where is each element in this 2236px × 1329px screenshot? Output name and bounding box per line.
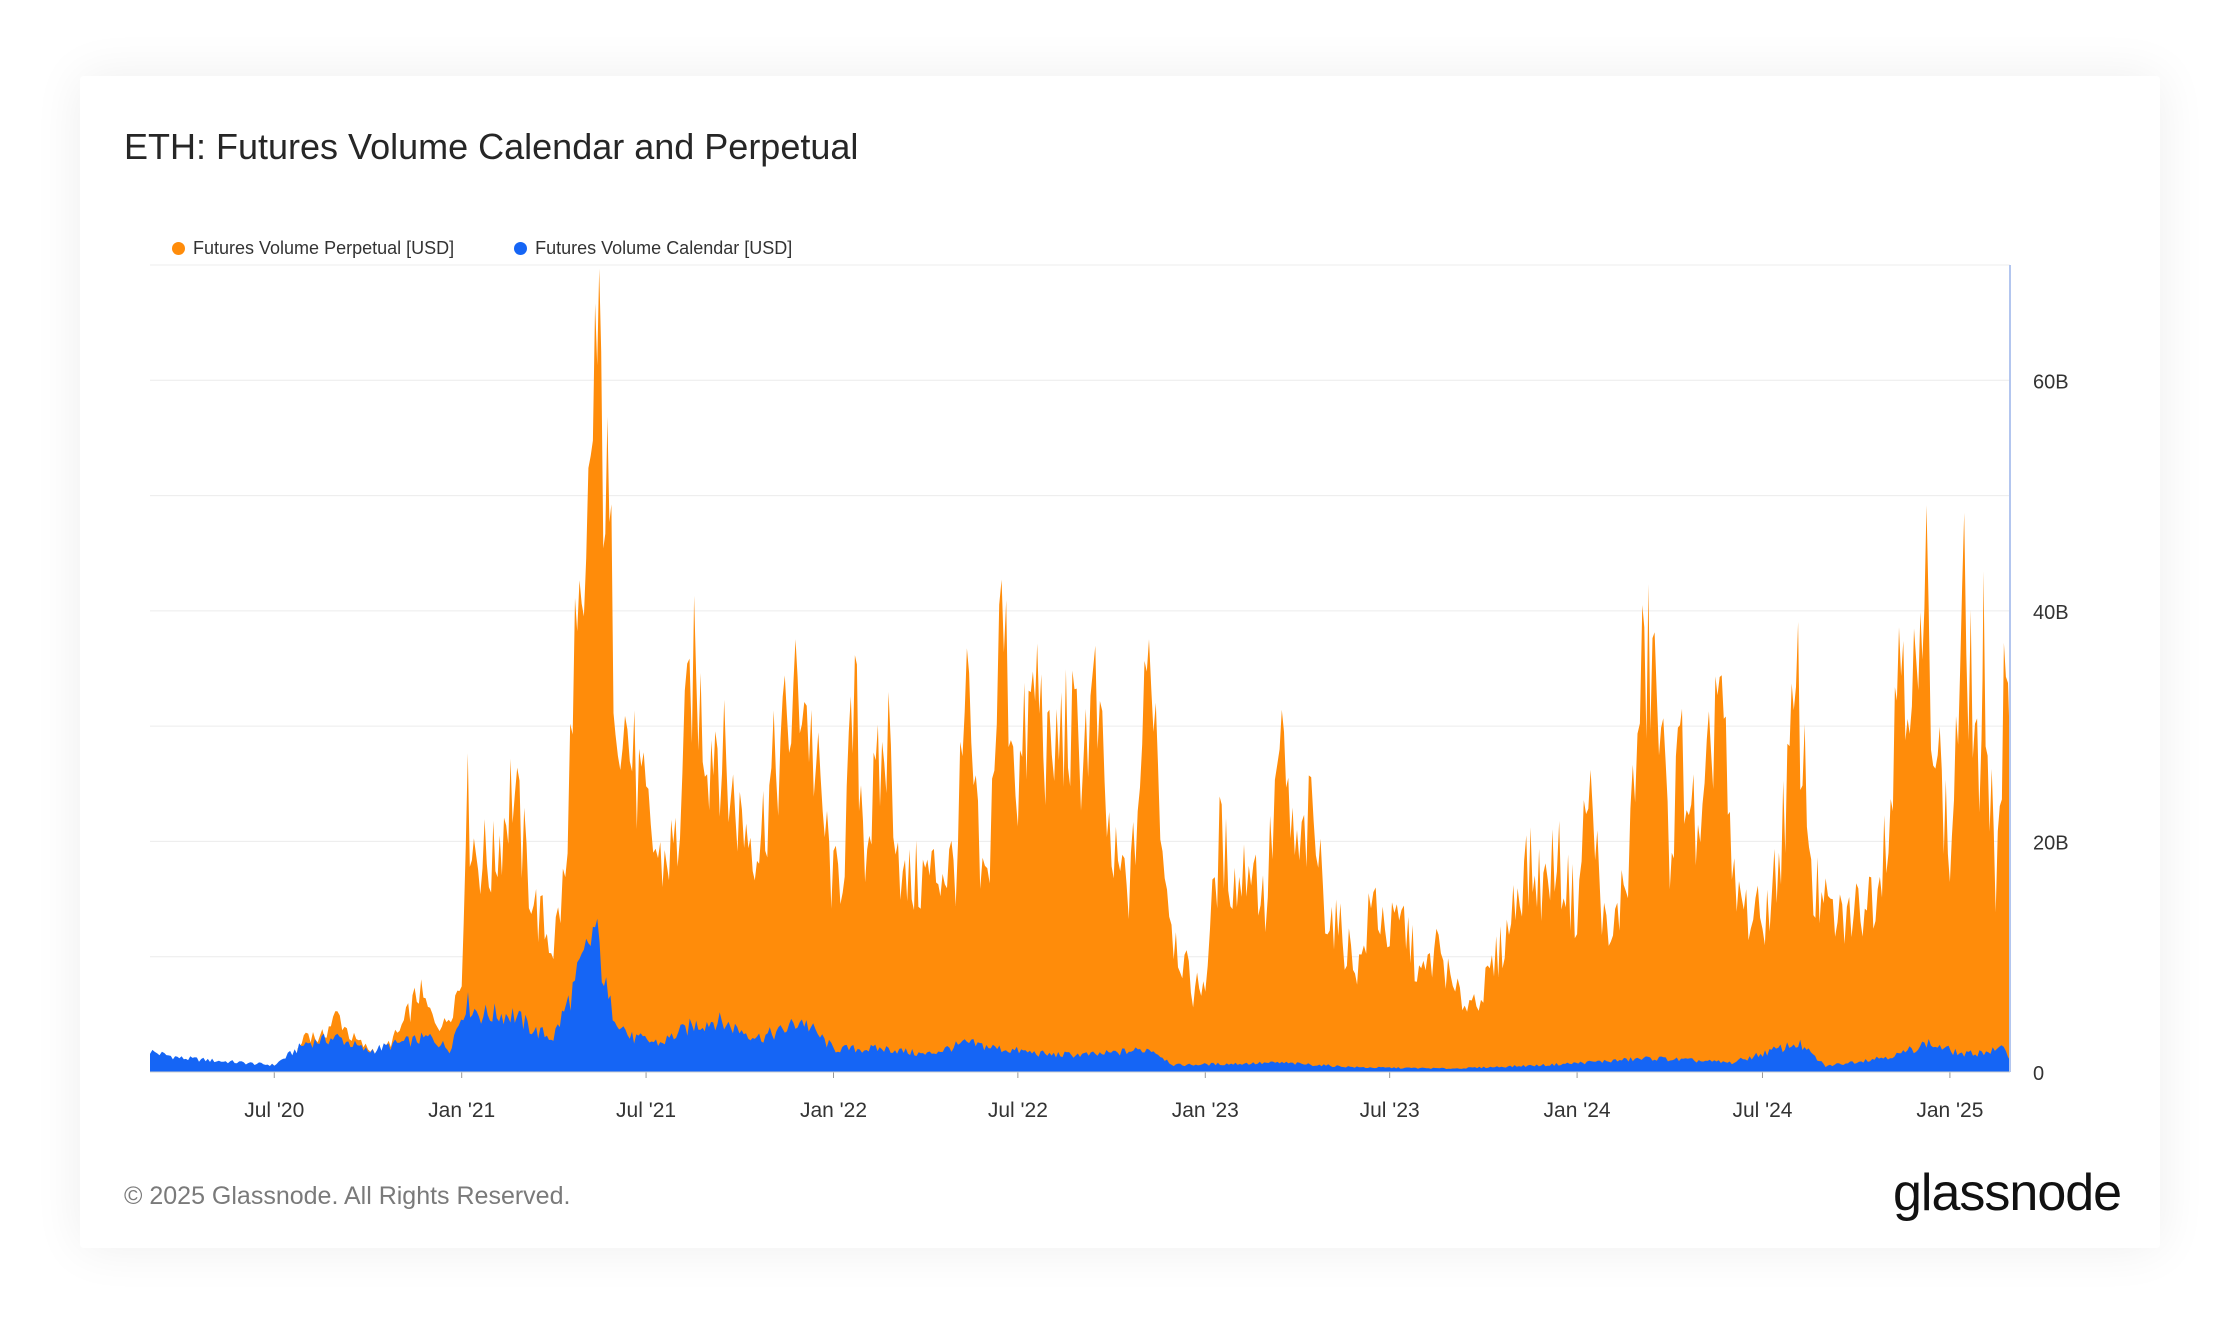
y-tick-label: 20B	[2033, 832, 2069, 854]
y-tick-label: 0	[2033, 1063, 2044, 1085]
y-tick-label: 40B	[2033, 602, 2069, 624]
x-tick-label: Jul '20	[244, 1099, 304, 1122]
legend[interactable]: Futures Volume Perpetual [USD] Futures V…	[172, 238, 852, 259]
x-tick-label: Jul '22	[988, 1099, 1048, 1122]
x-tick-label: Jul '24	[1732, 1099, 1792, 1122]
legend-label-perpetual: Futures Volume Perpetual [USD]	[193, 238, 455, 258]
x-tick-label: Jan '25	[1916, 1099, 1983, 1122]
legend-item-perpetual[interactable]: Futures Volume Perpetual [USD]	[172, 238, 454, 259]
x-tick-label: Jul '23	[1360, 1099, 1420, 1122]
glassnode-logo: glassnode	[1893, 1164, 2122, 1222]
series-perpetual-area	[150, 268, 2010, 1073]
chart-title: ETH: Futures Volume Calendar and Perpetu…	[124, 126, 859, 167]
x-tick-label: Jan '21	[428, 1099, 495, 1122]
legend-label-calendar: Futures Volume Calendar [USD]	[535, 238, 793, 258]
copyright-footer: © 2025 Glassnode. All Rights Reserved.	[124, 1182, 571, 1210]
x-tick-label: Jan '23	[1172, 1099, 1239, 1122]
y-tick-label: 60B	[2033, 371, 2069, 393]
x-tick-label: Jul '21	[616, 1099, 676, 1122]
series-calendar-area	[150, 918, 2010, 1072]
x-tick-label: Jan '22	[800, 1099, 867, 1122]
legend-dot-perpetual	[172, 242, 185, 255]
legend-item-calendar[interactable]: Futures Volume Calendar [USD]	[514, 238, 792, 259]
x-tick-label: Jan '24	[1544, 1099, 1611, 1122]
legend-dot-calendar	[514, 242, 528, 255]
